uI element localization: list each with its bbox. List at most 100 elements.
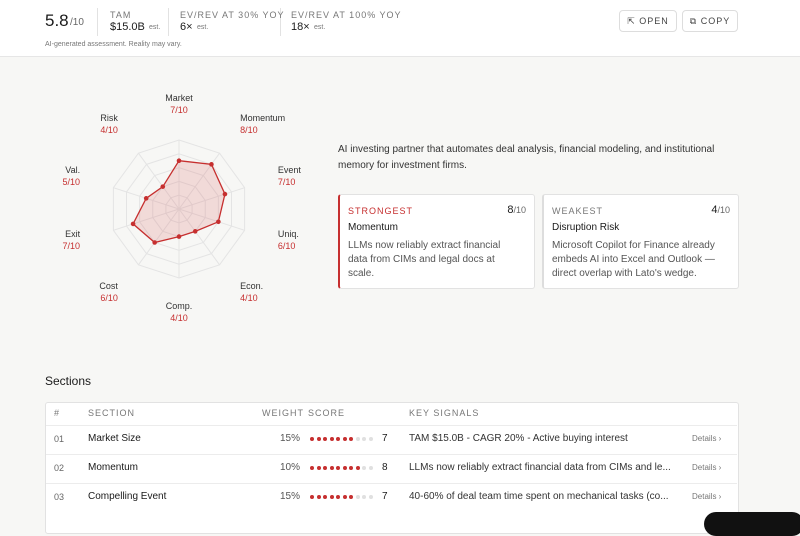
card-tag: WEAKEST xyxy=(552,206,604,216)
open-button[interactable]: ⇱ OPEN xyxy=(619,10,677,32)
row-score: 7 xyxy=(382,491,388,502)
radar-score: 5/10 xyxy=(63,177,81,187)
metric-value: 6× xyxy=(180,21,193,33)
score-dot xyxy=(349,437,353,441)
metric-note: est. xyxy=(314,24,326,31)
radar-point xyxy=(130,221,136,227)
radar-point xyxy=(192,229,198,234)
radar-label: Comp. xyxy=(166,301,193,311)
score-dot xyxy=(349,466,353,470)
radar-area xyxy=(132,160,226,244)
score-dot xyxy=(310,495,314,499)
score-dot xyxy=(336,466,340,470)
divider xyxy=(280,8,281,36)
card-tag: STRONGEST xyxy=(348,206,414,216)
score-dot xyxy=(368,466,373,470)
score-dot xyxy=(329,466,334,470)
score-dot xyxy=(316,495,321,499)
details-link[interactable]: Details › xyxy=(692,463,722,472)
radar-label: Momentum xyxy=(240,113,285,123)
details-link[interactable]: Details › xyxy=(692,434,722,443)
score-dot xyxy=(368,495,373,499)
radar-score: 7/10 xyxy=(63,241,81,251)
details-link[interactable]: Details › xyxy=(692,492,722,501)
disclaimer: AI-generated assessment. Reality may var… xyxy=(45,41,182,48)
score-dot xyxy=(362,466,366,470)
card-title: Momentum xyxy=(348,222,399,233)
floating-button[interactable] xyxy=(704,512,800,536)
copy-button[interactable]: ⧉ COPY xyxy=(682,10,738,32)
column-header: KEY SIGNALS xyxy=(409,408,480,418)
radar-score: 6/10 xyxy=(100,293,118,303)
radar-score: 7/10 xyxy=(170,105,188,115)
row-weight: 10% xyxy=(279,462,300,473)
metric-label: EV/REV AT 30% YOY xyxy=(180,10,285,20)
column-header: SCORE xyxy=(308,408,346,418)
row-name: Market Size xyxy=(88,433,141,444)
open-label: OPEN xyxy=(639,16,669,26)
radar-spoke xyxy=(178,208,245,231)
row-weight: 15% xyxy=(279,491,300,502)
radar-point xyxy=(176,234,182,239)
card-body: Microsoft Copilot for Finance already em… xyxy=(552,240,715,279)
radar-score: 4/10 xyxy=(170,313,188,323)
radar-score: 4/10 xyxy=(100,125,118,135)
radar-spoke xyxy=(178,208,220,266)
score-dot xyxy=(362,437,366,441)
row-signals: TAM $15.0B - CAGR 20% - Active buying in… xyxy=(409,433,628,444)
score-dot xyxy=(336,495,340,499)
score-dot xyxy=(310,437,314,441)
row-num: 02 xyxy=(54,463,65,473)
column-header: WEIGHT xyxy=(262,408,304,418)
score-dot xyxy=(336,437,340,441)
radar-label: Risk xyxy=(100,113,118,123)
radar-label: Val. xyxy=(65,165,80,175)
radar-chart: Market 7/10 Momentum 8/10 Event 7/10 Uniq. 6/10… xyxy=(63,93,302,323)
score-dot xyxy=(329,437,334,441)
radar-point xyxy=(160,184,166,189)
score-dot xyxy=(329,495,334,499)
metric-label: EV/REV AT 100% YOY xyxy=(291,10,402,20)
score-dot xyxy=(368,437,373,441)
row-divider xyxy=(46,454,737,455)
radar-spoke xyxy=(138,152,180,210)
page: 5.8 /10 TAM $15.0B est. EV/REV AT 30% YOY 6×… xyxy=(0,8,800,536)
radar-point xyxy=(176,158,182,163)
divider xyxy=(168,8,169,36)
score-dot xyxy=(316,437,321,441)
radar-spoke xyxy=(138,208,180,266)
insight-card: STRONGEST 8/10 Momentum LLMs now reliably e… xyxy=(338,194,535,289)
radar-label: Cost xyxy=(99,281,118,291)
description: AI investing partner that automates deal… xyxy=(338,144,715,171)
metric-note: est. xyxy=(197,24,209,31)
card-score: 8/10 xyxy=(507,204,526,216)
score-dot xyxy=(349,495,353,499)
metric-value: 18× xyxy=(291,21,310,33)
score-dot xyxy=(323,437,327,441)
card-score-max: /10 xyxy=(717,205,730,215)
radar-point xyxy=(152,240,157,245)
radar-label: Exit xyxy=(65,229,81,239)
score-dot xyxy=(310,466,314,470)
metric-label: TAM xyxy=(110,10,132,20)
row-score: 7 xyxy=(382,433,388,444)
radar-score: 4/10 xyxy=(240,293,258,303)
card-score-max: /10 xyxy=(513,205,526,215)
radar-point xyxy=(216,219,221,225)
radar-point xyxy=(209,162,214,167)
score-dot xyxy=(355,495,360,499)
score-dot xyxy=(355,466,360,470)
copy-label: COPY xyxy=(700,16,731,26)
radar-score: 6/10 xyxy=(278,241,296,251)
radar-point xyxy=(143,196,149,201)
card-title: Disruption Risk xyxy=(552,222,620,233)
score-dot xyxy=(316,466,321,470)
radar-score: 7/10 xyxy=(278,177,296,187)
metric-note: est. xyxy=(149,24,161,31)
radar-label: Market xyxy=(165,93,193,103)
radar-label: Econ. xyxy=(240,281,263,291)
score-dot xyxy=(362,495,366,499)
row-signals: LLMs now reliably extract financial data… xyxy=(409,462,671,473)
row-signals: 40-60% of deal team time spent on mechan… xyxy=(409,491,669,502)
row-divider xyxy=(46,483,737,484)
